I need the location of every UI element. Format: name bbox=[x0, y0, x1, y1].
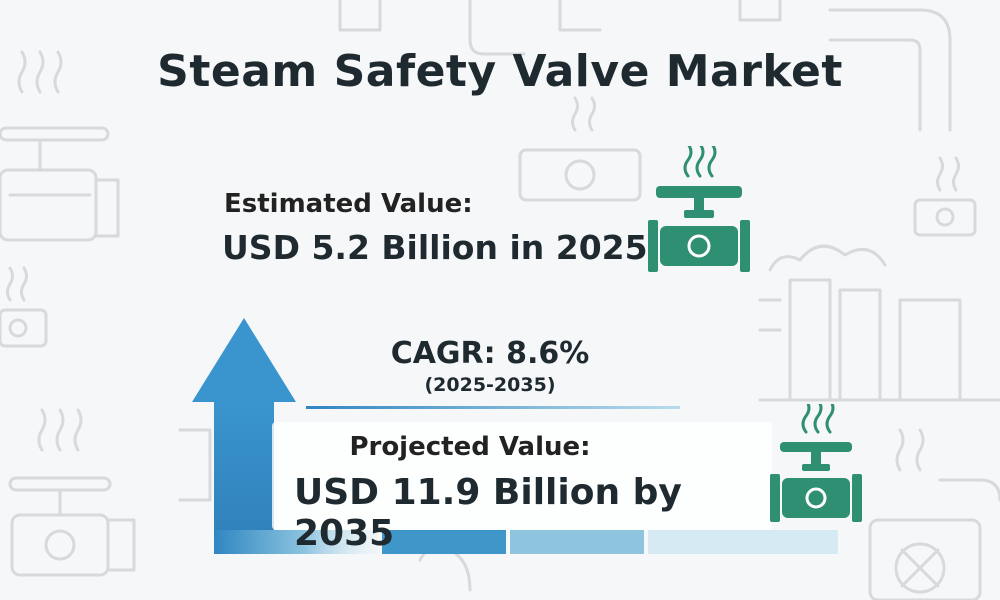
estimated-value-label: Estimated Value: bbox=[224, 189, 473, 219]
background-valve-icon bbox=[0, 266, 48, 348]
background-valve-icon bbox=[8, 408, 136, 577]
background-wheel-valve-icon bbox=[868, 428, 1000, 600]
background-valve-icon bbox=[518, 96, 642, 202]
background-valve-icon bbox=[913, 156, 977, 237]
growth-arrow-icon bbox=[192, 318, 838, 554]
cagr-value: CAGR: 8.6% bbox=[390, 336, 590, 371]
projected-value-label: Projected Value: bbox=[349, 432, 591, 462]
background-factory-icon bbox=[758, 244, 1000, 402]
estimated-value: USD 5.2 Billion in 2025 bbox=[222, 228, 648, 267]
steam-valve-icon bbox=[648, 146, 750, 272]
cagr-period: (2025-2035) bbox=[424, 374, 556, 396]
projected-value-panel bbox=[272, 422, 772, 530]
background-valve-icon bbox=[0, 50, 120, 242]
page-title: Steam Safety Valve Market bbox=[157, 46, 843, 97]
projected-value: USD 11.9 Billion by 2035 bbox=[294, 472, 682, 554]
steam-valve-icon bbox=[770, 404, 862, 522]
